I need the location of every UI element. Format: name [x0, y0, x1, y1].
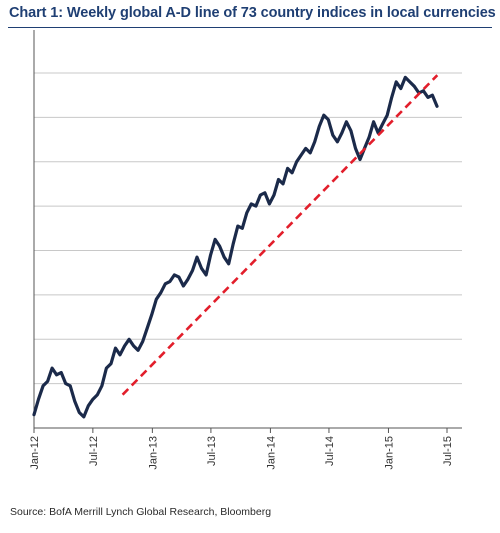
gridlines [34, 72, 462, 385]
trendline-series [121, 74, 439, 396]
x-axis-ticks: Jan-12 Jul-12 Jan-13 Jul-13 Jan-14 Jul-14 Jan-… [29, 428, 454, 470]
x-tick-label: Jan-12 [29, 436, 41, 470]
series-layer [32, 74, 439, 419]
title-divider [8, 27, 492, 28]
chart-title: Chart 1: Weekly global A-D line of 73 co… [9, 5, 496, 21]
x-tick-label: Jul-12 [88, 436, 100, 466]
x-tick-label: Jul-14 [324, 436, 336, 466]
x-tick-label: Jan-15 [383, 436, 395, 470]
ad-line-series [32, 75, 439, 419]
x-tick-label: Jan-14 [265, 436, 277, 470]
source-note: Source: BofA Merrill Lynch Global Resear… [10, 506, 272, 518]
x-tick-label: Jul-13 [206, 436, 218, 466]
x-tick-label: Jul-15 [442, 436, 454, 466]
x-tick-label: Jan-13 [147, 436, 159, 470]
